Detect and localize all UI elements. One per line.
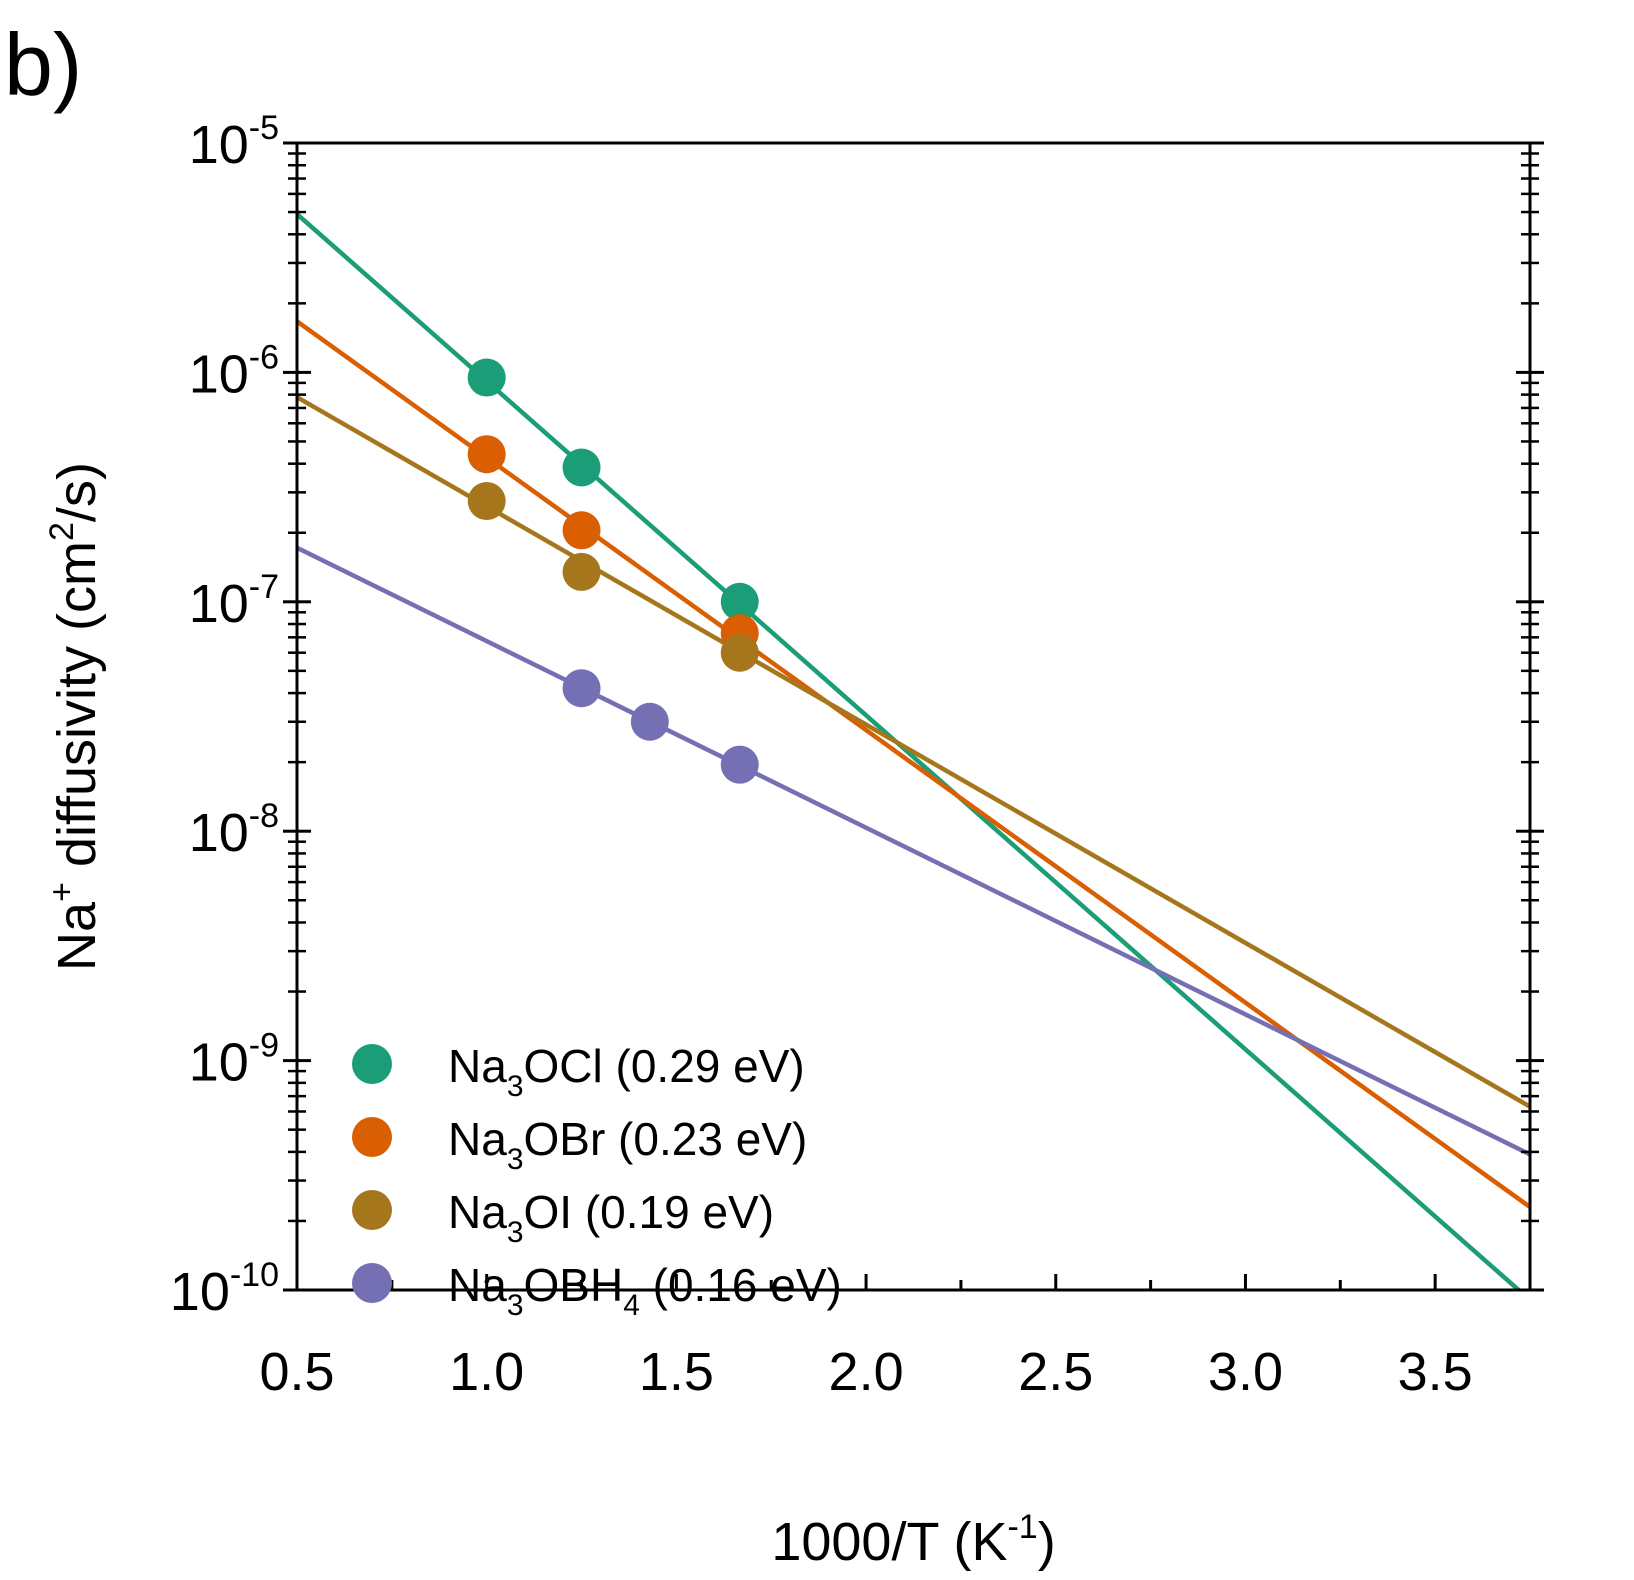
fit-line-2 <box>297 319 1530 1209</box>
legend-marker-2 <box>352 1117 392 1157</box>
data-point-1-1 <box>467 358 506 397</box>
plot-frame <box>295 141 1532 1292</box>
x-axis-label: 1000/T (K-1) <box>771 1508 1055 1572</box>
legend-label-4: Na3OBH4 (0.16 eV) <box>448 1259 842 1322</box>
x-tick-label: 0.5 <box>259 1342 334 1402</box>
x-axis-label-sup: -1 <box>1007 1508 1037 1546</box>
legend-label-2: Na3OBr (0.23 eV) <box>448 1113 807 1176</box>
data-point-4-2 <box>630 702 669 741</box>
y-axis-label-sup1: + <box>43 882 81 902</box>
legend-marker-3 <box>352 1190 392 1230</box>
data-point-3-2 <box>562 552 601 591</box>
x-tick-label: 1.0 <box>449 1342 524 1402</box>
y-axis-label: Na+ diffusivity (cm2/s) <box>43 462 107 971</box>
y-axis-label-pre: Na <box>47 901 107 971</box>
y-axis-label-mid: diffusivity (cm <box>47 541 107 882</box>
x-tick-label: 3.0 <box>1208 1342 1283 1402</box>
data-point-4-1 <box>562 669 601 708</box>
y-axis-label-tail: /s) <box>47 462 107 522</box>
legend: Na3OCl (0.29 eV) Na3OBr (0.23 eV) Na3OI (0… <box>352 1040 842 1322</box>
y-tick-label: 10-10 <box>170 1256 279 1322</box>
x-axis-label-main: 1000/T (K <box>771 1512 1007 1572</box>
legend-label-1: Na3OCl (0.29 eV) <box>448 1040 805 1103</box>
y-tick-label: 10-7 <box>189 568 279 634</box>
fit-line-4 <box>297 545 1530 1157</box>
data-point-3-3 <box>720 633 759 672</box>
x-tick-label: 2.0 <box>829 1342 904 1402</box>
data-point-2-2 <box>562 511 601 550</box>
legend-marker-1 <box>352 1044 392 1084</box>
x-tick-label: 1.5 <box>639 1342 714 1402</box>
axis-ticks <box>283 141 1544 1292</box>
y-tick-label: 10-6 <box>189 338 279 404</box>
data-points <box>467 358 759 784</box>
x-axis-label-tail: ) <box>1038 1512 1056 1572</box>
data-point-1-2 <box>562 448 601 487</box>
data-point-2-1 <box>467 435 506 474</box>
panel-label: b) <box>4 15 83 114</box>
data-point-4-3 <box>720 745 759 784</box>
x-tick-label: 2.5 <box>1018 1342 1093 1402</box>
y-tick-label: 10-5 <box>189 109 279 175</box>
y-axis-label-sup2: 2 <box>43 522 81 541</box>
fit-line-1 <box>297 212 1521 1290</box>
legend-marker-4 <box>352 1263 392 1303</box>
x-tick-label: 3.5 <box>1398 1342 1473 1402</box>
data-point-1-3 <box>720 582 759 621</box>
tick-labels: 0.5 1.0 1.5 2.0 2.5 3.0 3.5 10-5 10-6 10-7 10-8 10-… <box>170 109 1473 1402</box>
data-point-3-1 <box>467 482 506 521</box>
fit-lines <box>297 212 1530 1290</box>
y-tick-label: 10-8 <box>189 797 279 863</box>
fit-line-3 <box>297 395 1530 1109</box>
legend-label-3: Na3OI (0.19 eV) <box>448 1186 774 1249</box>
y-tick-label: 10-9 <box>189 1027 279 1093</box>
